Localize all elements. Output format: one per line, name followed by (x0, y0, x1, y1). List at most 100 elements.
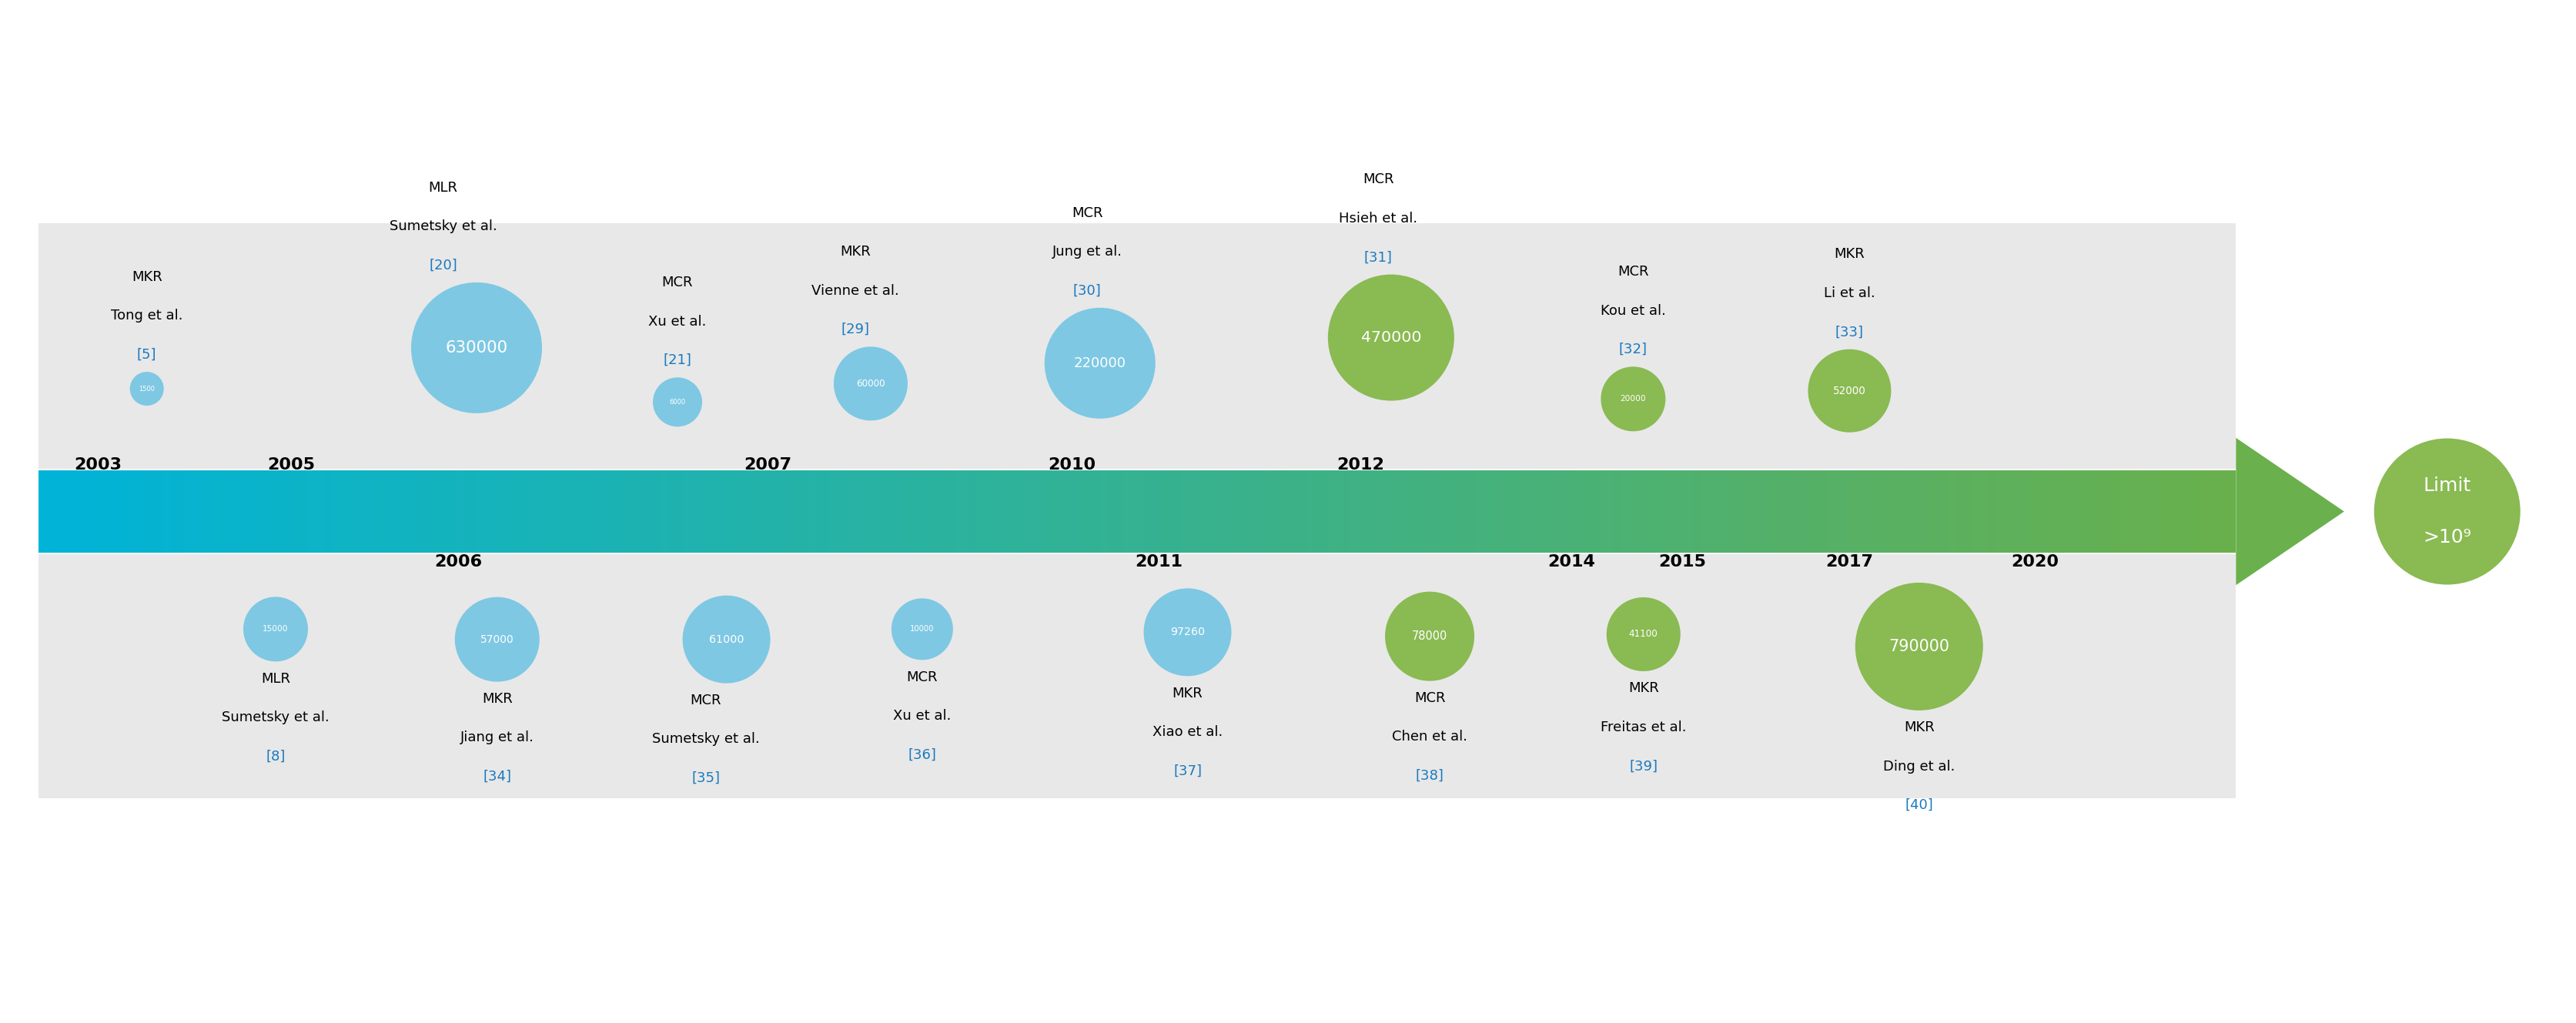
Bar (98, 471, 106, 552)
Bar (2069, 471, 2074, 552)
Bar (992, 471, 997, 552)
Bar (39, 554, 2236, 798)
Bar (440, 471, 448, 552)
Bar (690, 471, 698, 552)
Bar (214, 471, 222, 552)
Text: Kou et al.: Kou et al. (1600, 304, 1667, 317)
Bar (1965, 471, 1973, 552)
Bar (301, 471, 309, 552)
Bar (1218, 471, 1226, 552)
Bar (222, 471, 229, 552)
Text: MCR: MCR (1618, 265, 1649, 278)
Bar (2009, 471, 2017, 552)
Bar (618, 471, 623, 552)
Text: 2003: 2003 (75, 457, 121, 473)
Ellipse shape (1386, 591, 1473, 681)
Bar (1064, 471, 1072, 552)
Bar (1497, 471, 1504, 552)
Text: [21]: [21] (662, 353, 693, 367)
Bar (801, 471, 809, 552)
Bar (2141, 471, 2148, 552)
Text: 57000: 57000 (479, 634, 515, 644)
Text: 2011: 2011 (1136, 554, 1182, 570)
Text: [32]: [32] (1618, 343, 1649, 356)
Bar (1651, 471, 1656, 552)
Bar (1100, 471, 1108, 552)
Bar (1540, 471, 1548, 552)
Bar (2061, 471, 2069, 552)
Bar (250, 471, 258, 552)
Bar (845, 471, 853, 552)
Bar (368, 471, 376, 552)
Bar (603, 471, 611, 552)
Bar (984, 471, 992, 552)
Bar (1847, 471, 1855, 552)
Ellipse shape (2375, 439, 2519, 584)
Bar (2148, 471, 2156, 552)
Text: [36]: [36] (907, 748, 938, 762)
Text: 220000: 220000 (1074, 356, 1126, 370)
Text: [37]: [37] (1172, 764, 1203, 777)
Bar (1656, 471, 1664, 552)
Bar (567, 471, 574, 552)
Bar (237, 471, 245, 552)
Bar (1136, 471, 1144, 552)
Bar (734, 471, 742, 552)
Ellipse shape (129, 371, 165, 406)
Bar (2097, 471, 2105, 552)
Bar (1600, 471, 1605, 552)
Bar (155, 471, 162, 552)
Text: MKR: MKR (1834, 248, 1865, 261)
Bar (580, 471, 587, 552)
Bar (2002, 471, 2009, 552)
Bar (873, 471, 881, 552)
Bar (273, 471, 281, 552)
Bar (933, 471, 940, 552)
Bar (976, 471, 984, 552)
Bar (1533, 471, 1540, 552)
Text: MCR: MCR (1072, 206, 1103, 220)
Text: 2007: 2007 (744, 457, 791, 473)
Text: 60000: 60000 (855, 379, 886, 389)
Bar (82, 471, 90, 552)
Bar (162, 471, 170, 552)
Bar (1401, 471, 1409, 552)
Bar (837, 471, 845, 552)
Bar (940, 471, 948, 552)
Bar (2192, 471, 2200, 552)
Bar (1247, 471, 1255, 552)
Bar (662, 471, 670, 552)
Text: 2012: 2012 (1337, 457, 1383, 473)
Bar (866, 471, 873, 552)
Bar (829, 471, 837, 552)
Bar (397, 471, 404, 552)
Bar (1167, 471, 1175, 552)
Bar (1115, 471, 1123, 552)
Text: Xiao et al.: Xiao et al. (1151, 725, 1224, 739)
Text: MKR: MKR (131, 270, 162, 283)
Bar (1188, 471, 1195, 552)
Bar (853, 471, 858, 552)
Text: Xu et al.: Xu et al. (894, 709, 951, 723)
Bar (1695, 471, 1700, 552)
Bar (464, 471, 471, 552)
Bar (1819, 471, 1826, 552)
Bar (1577, 471, 1584, 552)
Bar (2177, 471, 2184, 552)
Bar (1461, 471, 1466, 552)
Text: 2020: 2020 (2012, 554, 2058, 570)
Bar (142, 471, 149, 552)
Text: 2014: 2014 (1548, 554, 1595, 570)
Bar (2169, 471, 2177, 552)
Bar (500, 471, 507, 552)
Bar (1092, 471, 1100, 552)
Bar (1978, 471, 1986, 552)
Bar (1278, 471, 1283, 552)
Bar (1270, 471, 1278, 552)
Bar (67, 471, 75, 552)
Bar (193, 471, 201, 552)
Bar (479, 471, 484, 552)
Text: 2006: 2006 (435, 554, 482, 570)
Text: 78000: 78000 (1412, 630, 1448, 642)
Bar (1994, 471, 2002, 552)
